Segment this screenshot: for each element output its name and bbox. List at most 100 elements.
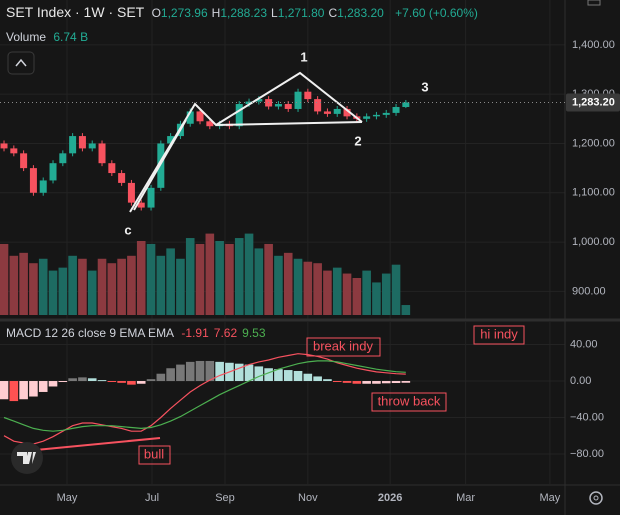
settings-icon-center	[593, 495, 599, 501]
ohlc-value: 1,273.96	[160, 6, 208, 20]
volume-bar	[166, 248, 175, 315]
volume-bar	[68, 255, 77, 315]
histogram-bar	[78, 377, 87, 382]
histogram-bar	[264, 368, 273, 382]
histogram-bar	[401, 381, 411, 383]
candle-body	[343, 108, 351, 117]
pattern-line	[133, 119, 187, 211]
histogram-bar	[87, 378, 97, 382]
histogram-bar	[9, 381, 19, 402]
ohlc-key: C	[328, 6, 338, 20]
histogram-bar	[166, 368, 175, 382]
price-legend: SET Index · 1W · SET O1,273.96 H1,288.23 L…	[6, 4, 482, 20]
histogram-bar	[313, 376, 322, 382]
last-price-label: 1,283.20	[572, 96, 615, 108]
x-tick-label: May	[57, 492, 78, 504]
histogram-bar	[205, 360, 215, 382]
candle-body	[88, 143, 96, 149]
histogram-bar	[19, 381, 28, 400]
x-tick-label: Jul	[145, 492, 159, 504]
annotation-box	[473, 325, 525, 345]
pattern-drawing	[129, 71, 363, 213]
volume-bar	[225, 243, 234, 315]
histogram-bar	[352, 381, 362, 384]
wave-label: 2	[354, 133, 361, 148]
candle-body	[314, 99, 322, 112]
histogram-bar	[244, 364, 254, 382]
candle-body	[372, 114, 380, 117]
volume-bar	[136, 241, 146, 315]
ohlc-key: O	[151, 6, 161, 20]
volume-bar	[117, 258, 126, 315]
x-tick-label: Sep	[215, 492, 235, 504]
volume-bar	[78, 258, 87, 315]
volume-bar	[264, 243, 273, 315]
candle-body	[108, 163, 116, 174]
ohlc-value: 1,271.80	[277, 6, 325, 20]
candle-body	[255, 99, 263, 102]
histogram-bar	[48, 381, 58, 387]
candle-body	[0, 143, 8, 149]
y-tick-label: 0.00	[570, 375, 591, 387]
wave-label: 3	[421, 79, 428, 94]
candle-body	[274, 104, 282, 107]
volume-bar	[274, 255, 283, 315]
histogram-bar	[156, 373, 166, 382]
collapse-button[interactable]	[7, 51, 35, 75]
x-tick-label: May	[540, 492, 561, 504]
candle-body	[69, 136, 77, 154]
candle-body	[157, 143, 165, 188]
candle-body	[382, 112, 390, 115]
volume-bar	[87, 270, 97, 315]
annotation: bull	[144, 446, 164, 461]
histogram-bar	[185, 361, 195, 382]
volume-bar	[185, 238, 195, 315]
annotation: hi indy	[480, 326, 518, 341]
volume-bar	[401, 305, 411, 315]
volume-bar	[146, 243, 156, 315]
y-tick-label: 1,200.00	[572, 137, 615, 149]
candle-body	[20, 153, 28, 169]
histogram-bar	[38, 381, 48, 392]
volume-bar	[332, 267, 342, 315]
volume-bar	[97, 258, 107, 315]
chevron-icon	[15, 58, 27, 67]
wave-label: c	[124, 222, 131, 237]
candle-body	[78, 136, 86, 149]
volume-bar	[48, 270, 58, 315]
pattern-line	[215, 121, 363, 126]
histogram-bar	[372, 381, 381, 384]
histogram-bar	[283, 370, 293, 382]
histogram-bar	[0, 381, 9, 400]
volume-bar	[323, 270, 332, 315]
volume-bar	[283, 252, 293, 315]
histogram-bar	[136, 381, 146, 384]
histogram-bar	[176, 364, 185, 382]
macd-legend: MACD 12 26 close 9 EMA EMA -1.91 7.62 9.53	[6, 326, 275, 340]
x-tick-label: 2026	[378, 492, 402, 504]
volume-legend: Volume 6.74 B	[6, 30, 92, 44]
volume-bar	[342, 273, 352, 315]
volume-bar	[234, 238, 244, 315]
volume-bar	[0, 243, 9, 315]
settings-icon[interactable]	[589, 491, 603, 505]
volume-bar	[205, 233, 215, 315]
histogram-bar	[303, 373, 313, 382]
macd-line	[3, 353, 406, 445]
candle-body	[29, 168, 37, 193]
wave-label: 1	[300, 49, 307, 64]
annotation: break indy	[313, 338, 373, 353]
candle-body	[294, 91, 302, 109]
volume-bar	[244, 233, 254, 315]
annotation: throw back	[378, 393, 441, 408]
candle-body	[147, 187, 155, 208]
histogram-bar	[68, 378, 77, 382]
grid	[0, 0, 565, 484]
candle-body	[304, 91, 312, 100]
candle-body	[98, 143, 106, 164]
candle-body	[118, 173, 126, 183]
corner-icon[interactable]	[587, 0, 601, 6]
candle-body	[167, 136, 175, 144]
macd-values: -1.91 7.62 9.53	[181, 326, 270, 340]
candle-body	[59, 153, 67, 164]
